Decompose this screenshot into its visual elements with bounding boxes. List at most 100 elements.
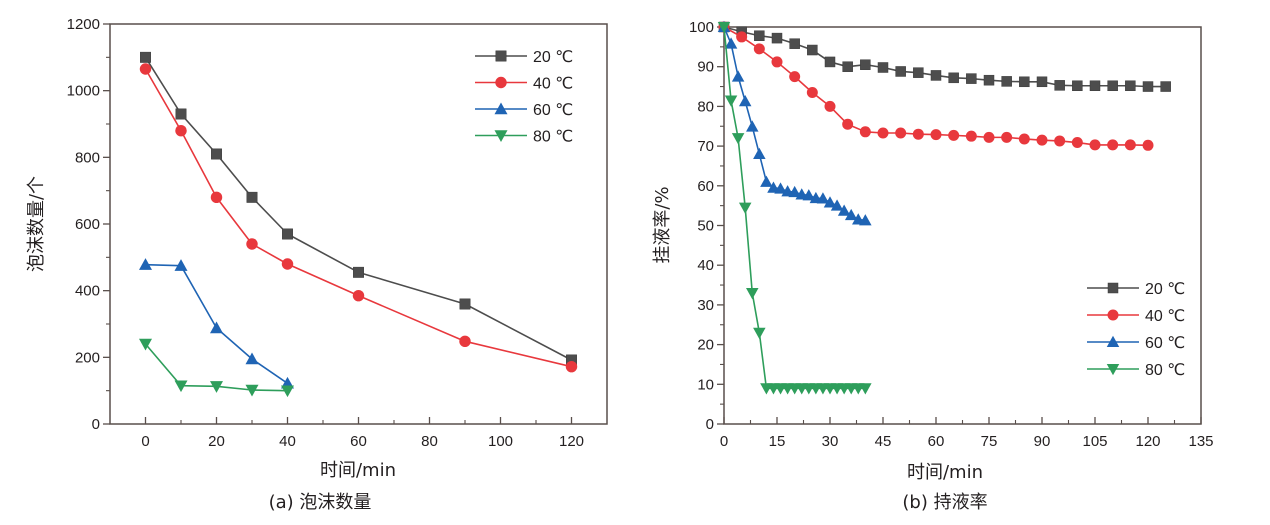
data-point [459, 298, 471, 310]
data-point [771, 32, 783, 44]
y-axis-title: 泡沫数量/个 [26, 176, 47, 272]
legend-item: 20 ℃ [1087, 281, 1185, 298]
data-point [774, 182, 787, 194]
legend-label: 20 ℃ [533, 49, 573, 66]
data-point [1001, 131, 1013, 143]
data-point [738, 202, 752, 214]
data-point [1125, 80, 1136, 92]
data-point [1072, 80, 1083, 92]
data-point [246, 238, 258, 250]
x-tick-label: 105 [1082, 433, 1107, 450]
data-point [174, 259, 188, 271]
legend-marker [494, 130, 508, 142]
y-tick-label: 0 [92, 416, 100, 433]
data-point [139, 338, 152, 351]
axis-ticks: 0 15 30 45 60 75 90 105 120 135 0 10 20 30 40 50 60 70 80 9… [689, 19, 1214, 450]
x-axis-title: 时间/min [907, 462, 983, 483]
data-point [859, 383, 872, 395]
data-point [1036, 76, 1048, 88]
data-point [459, 335, 471, 348]
data-point [1142, 139, 1154, 151]
y-tick-label: 50 [697, 218, 714, 235]
legend-marker [1107, 282, 1119, 294]
series-layer [139, 51, 578, 398]
data-point [140, 51, 151, 63]
data-point [788, 185, 801, 198]
data-point [731, 70, 745, 82]
data-point [930, 129, 942, 141]
legend-marker [1107, 309, 1119, 321]
data-point [175, 124, 187, 137]
data-point [1089, 80, 1101, 92]
data-point [830, 199, 844, 211]
data-point [282, 228, 293, 240]
data-point [1089, 139, 1101, 151]
data-point [139, 63, 152, 75]
data-point [948, 129, 960, 141]
legend-item: 60 ℃ [1087, 335, 1185, 352]
legend-item: 60 ℃ [475, 102, 573, 119]
data-point [859, 214, 872, 226]
data-point [731, 133, 745, 145]
data-point [1036, 134, 1048, 146]
legend: 20 ℃ 40 ℃ 60 ℃ 80 ℃ [475, 49, 573, 146]
data-point [1019, 76, 1030, 88]
x-tick-label: 20 [208, 433, 225, 450]
x-tick-label: 0 [141, 433, 149, 450]
x-tick-label: 80 [421, 433, 438, 450]
x-tick-label: 90 [1034, 433, 1051, 450]
legend-label: 80 ℃ [533, 129, 573, 146]
y-tick-label: 0 [706, 416, 714, 433]
data-point [175, 108, 187, 120]
data-point [824, 100, 836, 112]
x-tick-label: 100 [488, 433, 513, 450]
y-tick-label: 30 [697, 297, 714, 314]
x-tick-label: 0 [720, 433, 728, 450]
data-point [789, 38, 800, 49]
y-tick-label: 60 [697, 178, 714, 195]
y-tick-label: 1000 [67, 83, 100, 100]
data-point [802, 189, 816, 201]
series-20C [140, 51, 577, 366]
data-point [1160, 81, 1171, 92]
series-80C [717, 22, 872, 395]
data-point [837, 204, 851, 216]
x-tick-label: 60 [928, 433, 945, 450]
legend-label: 80 ℃ [1145, 362, 1185, 379]
data-point [746, 287, 759, 300]
data-point [174, 380, 188, 393]
legend-item: 80 ℃ [475, 129, 573, 146]
x-tick-label: 75 [981, 433, 998, 450]
x-tick-label: 45 [875, 433, 892, 450]
legend-label: 40 ℃ [533, 76, 573, 93]
y-axis-title: 挂液率/% [652, 186, 673, 263]
data-point [565, 360, 578, 373]
data-point [246, 191, 258, 203]
data-point [895, 66, 906, 77]
series-20C [718, 21, 1171, 92]
y-tick-label: 10 [697, 376, 714, 393]
data-point [807, 44, 818, 56]
data-point [717, 22, 731, 34]
data-point [824, 56, 836, 68]
y-tick-label: 20 [697, 337, 714, 354]
data-point [859, 126, 871, 138]
data-point [753, 327, 766, 339]
x-tick-label: 30 [822, 433, 839, 450]
data-point [753, 43, 765, 55]
data-point [771, 56, 783, 68]
data-point [211, 148, 222, 160]
data-point [983, 131, 995, 143]
data-point [842, 61, 853, 72]
legend-label: 20 ℃ [1145, 281, 1185, 298]
legend-item: 20 ℃ [475, 49, 573, 66]
data-point [760, 175, 773, 187]
data-point [816, 192, 830, 204]
caption: (b) 持液率 [902, 492, 987, 513]
y-tick-label: 80 [697, 98, 714, 115]
legend-marker [1106, 364, 1120, 376]
x-tick-label: 135 [1188, 433, 1213, 450]
caption: (a) 泡沫数量 [269, 492, 372, 513]
y-tick-label: 70 [697, 138, 714, 155]
y-tick-label: 800 [75, 149, 100, 166]
